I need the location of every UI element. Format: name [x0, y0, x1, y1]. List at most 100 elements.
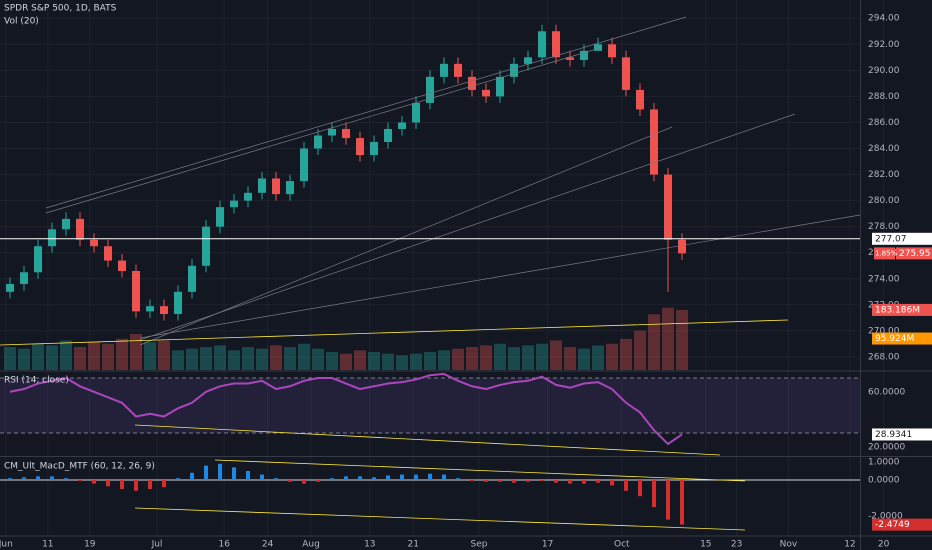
candle-body	[48, 229, 56, 247]
candle-body	[552, 31, 560, 58]
macd-bar	[106, 480, 110, 487]
volume-bar	[410, 353, 422, 370]
x-tick-label: 11	[42, 540, 53, 550]
volume-bar	[18, 348, 30, 370]
volume-bar	[592, 345, 604, 370]
volume-bar	[32, 343, 44, 370]
trend-line	[0, 319, 789, 346]
macd-bar	[344, 476, 348, 480]
x-tick-label: 19	[84, 540, 96, 550]
macd-bar	[512, 480, 516, 483]
volume-bar	[172, 350, 184, 370]
trend-line	[45, 16, 687, 209]
volume-bar	[578, 348, 590, 370]
volume-bar	[270, 345, 282, 370]
macd-bar	[120, 480, 124, 490]
price-tag-label: -2.4749	[875, 520, 910, 530]
price-tag-label: 28.9341	[875, 430, 912, 440]
volume-bar	[536, 343, 548, 370]
trend-lines	[0, 16, 861, 531]
macd-bar	[148, 480, 152, 490]
volume-bar	[298, 343, 310, 370]
macd-bar	[190, 472, 194, 480]
volume-bar	[4, 347, 16, 370]
volume-bar	[256, 348, 268, 370]
candle-body	[300, 148, 308, 182]
x-tick-label: 20	[878, 540, 890, 550]
y-tick-label: 294.00	[868, 14, 900, 24]
candle-body	[608, 44, 616, 58]
candle-body	[272, 178, 280, 195]
volume-bar	[480, 345, 492, 370]
candle-body	[412, 102, 420, 123]
macd-bar	[470, 480, 474, 481]
y-tick-label: 60.0000	[868, 387, 905, 397]
macd-bar	[204, 465, 208, 480]
volume-bar	[74, 347, 86, 370]
volume-bar	[284, 347, 296, 370]
candle-body	[524, 57, 532, 64]
macd-bar	[8, 478, 12, 480]
macd-bar	[36, 476, 40, 480]
macd-bar	[302, 480, 306, 484]
volume-bar	[494, 343, 506, 370]
volume-bar	[88, 342, 100, 370]
macd-bar	[22, 477, 26, 480]
price-tag-label: 183.186M	[875, 305, 920, 315]
macd-bar	[162, 480, 166, 488]
macd-bar	[316, 480, 320, 482]
volume-bar	[102, 343, 114, 370]
price-tag	[872, 518, 932, 531]
trend-line	[45, 47, 601, 214]
change-label: 1.85%	[875, 249, 898, 257]
candle-body	[146, 306, 154, 312]
candle-body	[398, 122, 406, 129]
y-tick-label: 290.00	[868, 66, 900, 76]
macd-bar	[218, 463, 222, 480]
macd-bar	[372, 477, 376, 480]
candle-body	[342, 128, 350, 139]
candle-body	[104, 246, 112, 261]
candle-body	[314, 135, 322, 149]
candle-body	[202, 226, 210, 266]
price-tag	[872, 428, 932, 441]
x-tick-label: 12	[844, 540, 855, 550]
macd-bar	[50, 476, 54, 480]
macd-bar	[484, 480, 488, 482]
volume-bar	[144, 342, 156, 370]
macd-bar	[456, 478, 460, 480]
candle-body	[636, 89, 644, 110]
macd-bar	[176, 478, 180, 480]
volume-title: Vol (20)	[4, 17, 39, 27]
candle-body	[356, 138, 364, 156]
y-tick-label: 284.00	[868, 144, 900, 154]
macd-bar	[288, 480, 292, 482]
volume-bar	[508, 347, 520, 370]
trend-line	[134, 507, 746, 531]
x-tick-label: Jun	[0, 540, 13, 550]
candle-body	[76, 218, 84, 240]
volume-bar	[354, 350, 366, 370]
y-tick-label: 0.0000	[868, 476, 900, 486]
candle-body	[468, 76, 476, 90]
candle-body	[454, 63, 462, 77]
macd-bar	[134, 480, 138, 491]
macd-bar	[652, 480, 656, 508]
rsi-title: RSI (14, close)	[4, 376, 69, 386]
y-tick-label: 270.00	[868, 326, 900, 336]
candle-body	[650, 109, 658, 175]
macd-bar	[400, 474, 404, 480]
volume-bar	[648, 314, 660, 370]
trend-line	[139, 113, 796, 341]
candle-body	[258, 178, 266, 193]
price-tag-label: 277.07	[875, 234, 907, 244]
x-tick-label: 13	[364, 540, 375, 550]
volume-bar	[368, 351, 380, 370]
price-tag-label: 95.924M	[875, 334, 914, 344]
candle-body	[62, 218, 70, 230]
volume-bar	[242, 347, 254, 370]
candle-body	[538, 31, 546, 58]
volume-bar	[676, 309, 688, 370]
volume-bar	[228, 350, 240, 370]
